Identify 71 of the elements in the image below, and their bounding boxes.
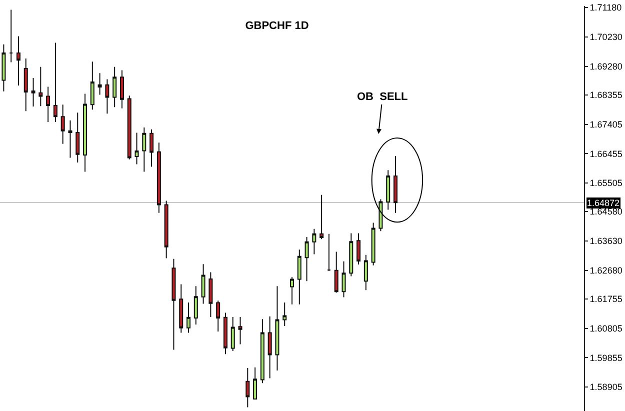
candlestick (68, 120, 72, 158)
candlestick (320, 194, 324, 240)
text: GBPCHF 1D (245, 20, 309, 32)
candlestick (253, 366, 258, 400)
candlestick (9, 9, 14, 63)
candlestick (246, 368, 250, 408)
y-tick-label: 1.67405 (590, 119, 622, 130)
y-tick-label: 1.70230 (590, 32, 622, 42)
y-tick-label: 1.69280 (590, 61, 622, 72)
candlestick (98, 72, 102, 96)
candlestick (127, 95, 132, 160)
candlestick (156, 142, 161, 214)
candlestick (223, 312, 228, 355)
candlestick (172, 258, 176, 350)
candlestick (386, 170, 390, 210)
y-tick-label: 1.68355 (590, 90, 622, 100)
candlestick (46, 86, 50, 122)
candlestick (83, 93, 88, 172)
candlestick (105, 78, 110, 114)
candlestick (260, 318, 264, 384)
candlestick (134, 132, 139, 165)
candlestick (179, 284, 184, 334)
candlestick (186, 302, 191, 334)
candlestick (268, 316, 272, 379)
candlestick (312, 228, 316, 255)
candlestick (378, 198, 383, 232)
candlestick (76, 112, 80, 163)
y-tick-label: 1.61755 (590, 294, 622, 304)
candlestick (194, 286, 198, 325)
candlestick (297, 249, 302, 305)
candlestick (364, 254, 368, 291)
candlestick (90, 61, 94, 110)
candlestick (230, 316, 235, 352)
candlestick (164, 200, 168, 259)
candlestick (282, 302, 287, 326)
candlestick (142, 127, 146, 172)
candlestick (208, 272, 213, 318)
candlestick (60, 104, 65, 144)
candlestick (290, 276, 294, 305)
candlestick (24, 58, 28, 112)
y-tick-label: 1.71180 (590, 2, 622, 13)
candlestick (326, 233, 331, 272)
y-tick-label: 1.64580 (590, 206, 622, 217)
candlestick (393, 155, 398, 214)
candlestick (2, 44, 6, 92)
candlestick (120, 70, 124, 109)
candlestick (371, 222, 376, 266)
y-tick-label: 1.66455 (590, 148, 622, 159)
candlestick (275, 286, 280, 371)
candlestick (216, 300, 220, 332)
annotation: OB SELL (357, 91, 408, 103)
candlestick (112, 66, 117, 108)
candlestick (342, 260, 346, 298)
candlestick (53, 42, 58, 122)
candlestick (38, 66, 43, 107)
ref-line-label: 1.64872 (587, 198, 620, 208)
candlestick (356, 232, 361, 265)
candlestick (201, 264, 206, 304)
candlestick (238, 316, 242, 345)
y-tick-label: 1.65505 (590, 178, 622, 188)
y-tick-label: 1.59855 (590, 352, 622, 363)
y-tick-label: 1.60805 (590, 323, 622, 334)
y-tick-label: 1.58905 (590, 382, 622, 392)
candlestick (304, 236, 309, 282)
candlestick (16, 36, 20, 86)
y-tick-label: 1.62680 (590, 265, 622, 276)
candlestick (334, 251, 338, 294)
y-tick-label: 1.63630 (590, 236, 622, 246)
candlestick (349, 232, 354, 277)
candlestick (31, 78, 36, 107)
candlestick (150, 128, 154, 168)
